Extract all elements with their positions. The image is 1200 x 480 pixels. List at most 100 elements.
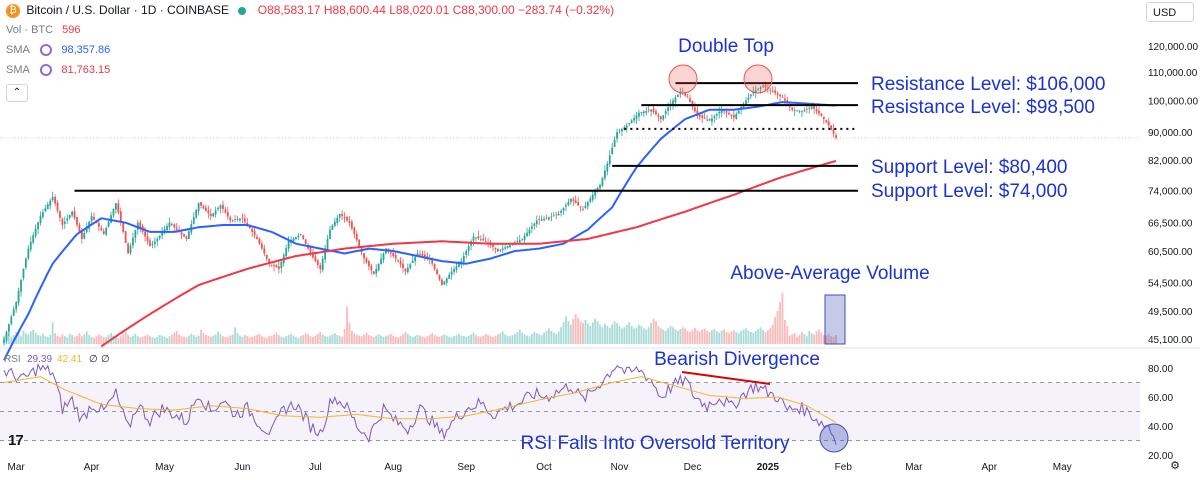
volume-bar: [737, 333, 740, 344]
candle-body: [83, 233, 86, 239]
candle-body: [212, 213, 215, 217]
candle-body: [217, 207, 219, 210]
candle-body: [694, 107, 696, 112]
rsi-line: [3, 362, 837, 446]
candle-body: [365, 258, 368, 263]
rsi-ma-legend-value: 42.41: [57, 354, 82, 365]
candle-body: [22, 268, 25, 279]
candle-body: [482, 238, 485, 241]
candle-body: [815, 109, 818, 112]
candle-body: [34, 228, 37, 237]
candle-body: [533, 223, 536, 226]
candle-body: [596, 188, 599, 192]
level-label: Support Level: $74,000: [871, 181, 1068, 202]
candle-body: [63, 221, 66, 224]
collapse-legend-button[interactable]: ⌃: [6, 84, 28, 102]
candle-body: [144, 231, 146, 237]
volume-bar: [263, 336, 266, 344]
volume-bar: [124, 332, 127, 344]
symbol-title[interactable]: Bitcoin / U.S. Dollar · 1D · COINBASE: [26, 3, 230, 17]
volume-bar: [385, 336, 387, 344]
volume-bar: [467, 335, 470, 344]
settings-icon[interactable]: ⚙: [1170, 460, 1180, 472]
volume-bar: [85, 331, 88, 344]
candle-body: [458, 263, 460, 268]
candle-body: [68, 214, 71, 219]
volume-value: 596: [62, 24, 81, 36]
volume-bar: [776, 311, 779, 344]
candle-body: [392, 252, 395, 257]
candle-body: [268, 258, 271, 264]
candle-body: [565, 204, 567, 207]
candle-body: [431, 259, 434, 264]
price-tick-label: 90,000.00: [1148, 128, 1193, 139]
volume-bar: [256, 335, 258, 344]
volume-bar: [603, 323, 606, 344]
candle-body: [37, 222, 39, 230]
candle-body: [285, 247, 288, 257]
volume-bar: [436, 336, 438, 344]
volume-bar: [827, 333, 830, 344]
candle-body: [122, 222, 125, 233]
volume-bar: [686, 330, 689, 344]
volume-bar: [146, 334, 149, 344]
volume-bar: [324, 336, 327, 344]
candle-body: [762, 85, 764, 87]
price-tick-label: 82,000.00: [1148, 156, 1193, 167]
candle-body: [61, 218, 64, 225]
volume-bar: [781, 293, 784, 344]
volume-bar: [832, 336, 835, 344]
volume-bar: [10, 336, 13, 344]
sma200-value: 81,763.15: [61, 64, 111, 76]
candle-body: [226, 212, 229, 217]
candle-body: [319, 265, 322, 269]
volume-bar: [450, 337, 453, 344]
volume-bar: [440, 335, 443, 344]
volume-bar: [287, 335, 290, 344]
volume-bar: [674, 329, 677, 344]
volume-bar: [645, 329, 648, 344]
candle-body: [618, 130, 621, 132]
sma200-settings-icon[interactable]: [40, 64, 53, 77]
volume-bar: [771, 324, 774, 344]
candle-body: [528, 229, 531, 234]
candle-body: [433, 264, 436, 269]
candle-body: [183, 234, 185, 237]
candle-body: [380, 258, 382, 265]
volume-indicator[interactable]: Vol · BTC 596: [6, 24, 81, 36]
candle-body: [642, 111, 645, 114]
volume-bar: [613, 321, 616, 344]
candle-body: [516, 241, 519, 243]
open-value: O88,583.17: [257, 3, 321, 17]
date-tick-label: 2025: [757, 462, 780, 473]
volume-bar: [68, 333, 71, 344]
volume-bar: [810, 333, 813, 344]
candle-body: [209, 213, 212, 217]
candle-body: [343, 217, 346, 219]
candle-body: [769, 89, 772, 91]
sma50-indicator[interactable]: SMA 98,357.86: [6, 44, 110, 57]
volume-bar: [611, 324, 614, 344]
volume-bar: [399, 336, 402, 344]
volume-bar: [372, 336, 375, 344]
candle-body: [696, 110, 699, 116]
candle-body: [732, 115, 735, 118]
candle-body: [263, 248, 266, 254]
volume-bar: [475, 335, 477, 344]
candle-body: [324, 248, 327, 260]
sma200-indicator[interactable]: SMA 81,763.15: [6, 64, 111, 77]
volume-bar: [170, 335, 173, 344]
candle-body: [316, 260, 319, 265]
candle-body: [71, 211, 74, 216]
volume-bar: [633, 328, 635, 344]
candle-body: [414, 257, 417, 262]
sma50-settings-icon[interactable]: [40, 44, 53, 57]
volume-bar: [348, 323, 351, 344]
candle-body: [557, 213, 560, 215]
volume-bar: [650, 323, 653, 344]
candle-body: [59, 211, 61, 218]
candle-body: [771, 90, 774, 92]
currency-selector[interactable]: USD: [1146, 2, 1194, 22]
candle-body: [397, 260, 400, 262]
